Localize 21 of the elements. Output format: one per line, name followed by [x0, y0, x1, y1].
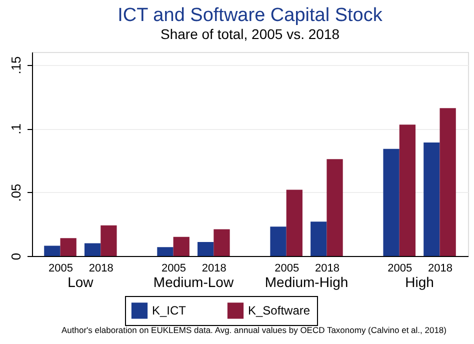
text: Medium-Low: [153, 274, 234, 290]
text: High: [405, 274, 434, 290]
chart-title: ICT and Software Capital Stock: [118, 5, 383, 26]
text: Medium-High: [264, 274, 348, 290]
legend-label: K_Software: [248, 304, 310, 318]
legend-label: K_ICT: [152, 304, 187, 318]
x-tick-label: 2018: [314, 262, 340, 274]
x-tick-label: 2018: [428, 262, 452, 274]
x-tick-label: 2018: [202, 262, 226, 274]
x-tick-label: 2005: [274, 262, 300, 274]
text: Author's elaboration on EUKLEMS data. Avg. annual values by OECD Taxonomy (Calvino et al., 2018): [62, 325, 447, 335]
y-tick-label: 0: [8, 252, 24, 260]
y-tick-label: .15: [8, 56, 24, 74]
y-tick-label: .1: [8, 124, 24, 134]
text: Low: [68, 274, 94, 290]
x-tick-label: 2005: [388, 262, 412, 274]
x-tick-label: 2005: [48, 262, 73, 274]
x-tick-label: 2005: [162, 262, 186, 274]
x-tick-label: 2018: [88, 262, 114, 274]
y-tick-label: .05: [8, 184, 24, 202]
chart-subtitle: Share of total, 2005 vs. 2018: [160, 26, 340, 42]
